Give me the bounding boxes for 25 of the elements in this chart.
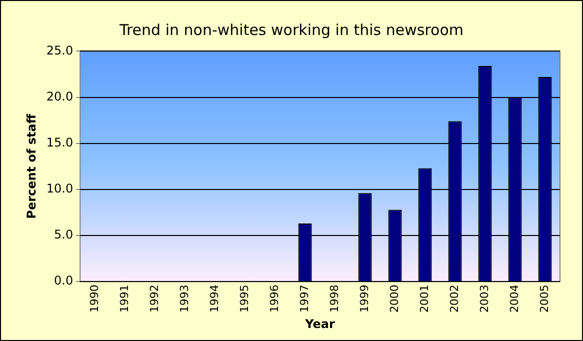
x-tick-label: 1997 [298,284,311,313]
x-tick-label: 1999 [358,284,371,313]
y-tick-label: 0.0 [54,274,74,288]
x-tick-label: 1993 [178,284,191,313]
x-tick-label: 2001 [418,284,431,313]
x-tick-label: 2005 [538,284,551,313]
x-tick-label: 1996 [268,284,281,313]
chart-title: Trend in non-whites working in this newsroom [118,21,464,39]
y-axis-title: Percent of staff [24,114,38,219]
y-tick-label: 10.0 [46,182,74,196]
x-tick-label: 2002 [448,284,461,313]
x-tick-label: 2004 [508,284,521,313]
y-tick-label: 20.0 [46,89,74,104]
x-tick-label: 2003 [478,284,491,313]
y-tick-label: 25.0 [46,43,74,58]
x-tick-label: 2000 [388,284,401,313]
x-tick-label: 1998 [328,284,341,313]
y-tick-label: 5.0 [54,228,74,242]
x-axis-title: Year [304,316,336,331]
y-tick-label: 15.0 [46,135,74,150]
x-tick-label: 1991 [118,284,131,313]
x-tick-label: 1992 [148,284,161,313]
x-tick-label: 1995 [238,284,251,313]
x-tick-label: 1994 [208,284,221,313]
x-tick-label: 1990 [88,284,101,313]
